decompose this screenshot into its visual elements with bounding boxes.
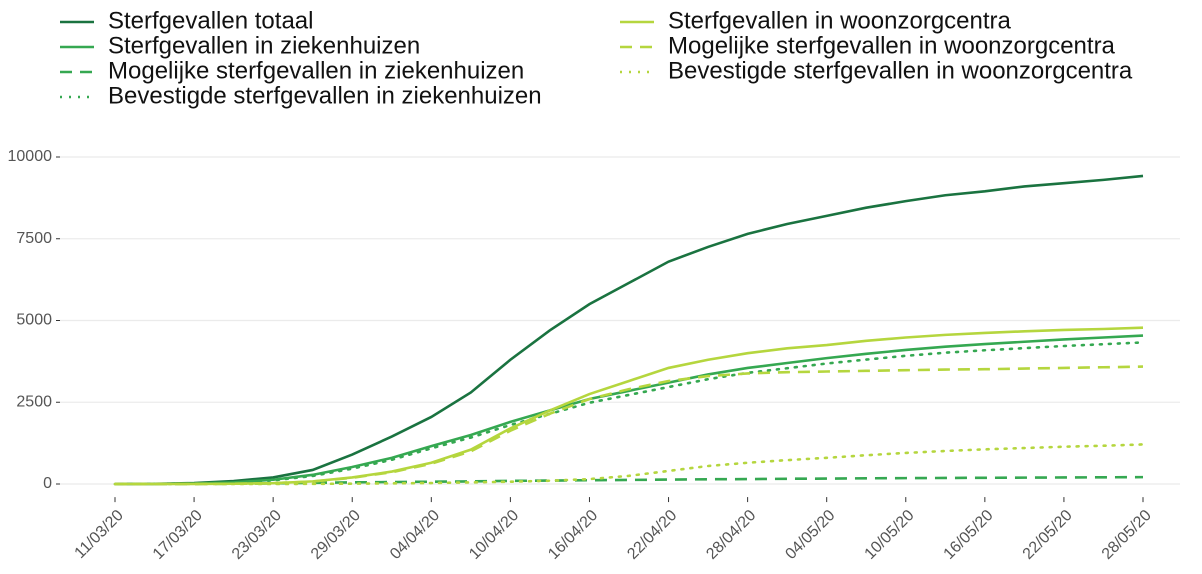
series-line bbox=[115, 365, 1144, 486]
legend-label: Mogelijke sterfgevallen in ziekenhuizen bbox=[108, 57, 524, 84]
x-tick-label: 16/05/20 bbox=[941, 507, 997, 563]
x-tick-label: 29/03/20 bbox=[308, 507, 364, 563]
x-tick-label: 28/05/20 bbox=[1099, 507, 1155, 563]
x-tick-label: 11/03/20 bbox=[72, 507, 127, 562]
x-tick-label: 17/03/20 bbox=[150, 507, 206, 563]
y-tick-label: 10000 bbox=[8, 148, 53, 165]
x-tick-label: 23/03/20 bbox=[229, 507, 285, 563]
legend-label: Mogelijke sterfgevallen in woonzorgcentr… bbox=[668, 32, 1116, 59]
y-tick-label: 2500 bbox=[16, 393, 52, 410]
x-tick-label: 04/05/20 bbox=[782, 507, 838, 563]
x-tick-label: 22/04/20 bbox=[624, 507, 680, 563]
legend-label: Sterfgevallen totaal bbox=[108, 7, 313, 34]
legend-label: Sterfgevallen in ziekenhuizen bbox=[108, 32, 420, 59]
series-line bbox=[113, 341, 1145, 486]
x-tick-label: 16/04/20 bbox=[545, 507, 601, 563]
y-tick-label: 0 bbox=[43, 475, 52, 492]
y-tick-label: 7500 bbox=[16, 230, 52, 247]
series-line bbox=[115, 326, 1144, 486]
x-tick-label: 04/04/20 bbox=[387, 507, 443, 563]
legend-label: Bevestigde sterfgevallen in woonzorgcent… bbox=[668, 57, 1133, 84]
series-line bbox=[114, 174, 1144, 486]
series-line bbox=[113, 443, 1145, 486]
x-tick-label: 28/04/20 bbox=[703, 507, 759, 563]
series-line bbox=[114, 334, 1144, 486]
x-tick-label: 10/05/20 bbox=[862, 507, 918, 563]
legend-label: Sterfgevallen in woonzorgcentra bbox=[668, 7, 1012, 34]
y-tick-label: 5000 bbox=[16, 312, 52, 329]
x-tick-label: 10/04/20 bbox=[466, 507, 522, 563]
x-tick-label: 22/05/20 bbox=[1020, 507, 1076, 563]
legend-label: Bevestigde sterfgevallen in ziekenhuizen bbox=[108, 82, 542, 109]
